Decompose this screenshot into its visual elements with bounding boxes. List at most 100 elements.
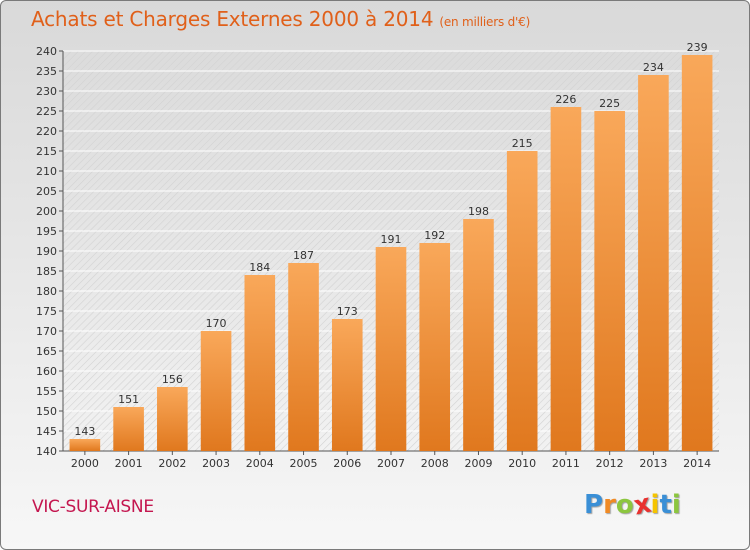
data-label: 170 xyxy=(206,317,227,330)
data-labels: 143 151 156 170 184 187 173 191 192 198 215 226 225 2… xyxy=(74,41,707,438)
logo-letter: o xyxy=(615,490,634,520)
bar-2009 xyxy=(463,219,494,451)
y-tick: 170 xyxy=(36,325,63,338)
x-tick: 2007 xyxy=(377,451,405,470)
bar-2003 xyxy=(200,331,232,451)
bar-2011 xyxy=(550,107,582,451)
y-tick-label: 220 xyxy=(36,125,57,138)
bar-2010 xyxy=(506,151,538,451)
x-tick: 2006 xyxy=(333,451,361,470)
y-tick-label: 175 xyxy=(36,305,57,318)
x-tick: 2009 xyxy=(464,451,492,470)
y-tick: 240 xyxy=(36,45,63,58)
x-tick: 2011 xyxy=(552,451,580,470)
chart-title-text: Achats et Charges Externes 2000 à 2014 xyxy=(31,7,434,31)
x-tick-label: 2006 xyxy=(333,457,361,470)
y-tick: 145 xyxy=(36,425,63,438)
logo-letter: i xyxy=(650,490,660,520)
y-tick-label: 240 xyxy=(36,45,57,58)
y-tick: 175 xyxy=(36,305,63,318)
x-tick: 2005 xyxy=(290,451,318,470)
y-tick-label: 200 xyxy=(36,205,57,218)
data-label: 234 xyxy=(643,61,664,74)
data-label: 143 xyxy=(74,425,95,438)
chart-title: Achats et Charges Externes 2000 à 2014 (e… xyxy=(31,7,530,31)
y-tick-label: 150 xyxy=(36,405,57,418)
y-tick-label: 155 xyxy=(36,385,57,398)
bars xyxy=(69,55,713,451)
x-tick: 2000 xyxy=(71,451,99,470)
y-tick-label: 160 xyxy=(36,365,57,378)
x-tick-label: 2014 xyxy=(683,457,711,470)
x-tick-label: 2013 xyxy=(639,457,667,470)
x-tick: 2010 xyxy=(508,451,536,470)
x-tick: 2001 xyxy=(115,451,143,470)
y-tick: 215 xyxy=(36,145,63,158)
x-tick-label: 2011 xyxy=(552,457,580,470)
data-label: 151 xyxy=(118,393,139,406)
x-tick: 2014 xyxy=(683,451,711,470)
y-tick: 180 xyxy=(36,285,63,298)
bar-2014 xyxy=(681,55,713,451)
data-label: 225 xyxy=(599,97,620,110)
bar-2001 xyxy=(113,407,144,451)
y-tick-label: 185 xyxy=(36,265,57,278)
y-tick: 150 xyxy=(36,405,63,418)
data-label: 239 xyxy=(687,41,708,54)
bar-2004 xyxy=(244,275,276,451)
data-label: 192 xyxy=(424,229,445,242)
y-tick: 220 xyxy=(36,125,63,138)
x-tick-label: 2008 xyxy=(421,457,449,470)
data-label: 191 xyxy=(381,233,402,246)
logo-letter: P xyxy=(584,490,604,520)
y-tick: 190 xyxy=(36,245,63,258)
x-tick-label: 2003 xyxy=(202,457,230,470)
x-tick-label: 2000 xyxy=(71,457,99,470)
data-label: 198 xyxy=(468,205,489,218)
data-label: 226 xyxy=(555,93,576,106)
y-tick-label: 225 xyxy=(36,105,57,118)
logo-letter: r xyxy=(603,490,616,520)
logo-letter: i xyxy=(671,490,681,520)
x-tick-label: 2009 xyxy=(464,457,492,470)
y-tick: 210 xyxy=(36,165,63,178)
y-tick: 195 xyxy=(36,225,63,238)
bar-2000 xyxy=(69,439,101,451)
y-tick: 225 xyxy=(36,105,63,118)
y-tick-label: 165 xyxy=(36,345,57,358)
x-tick-label: 2012 xyxy=(596,457,624,470)
bar-2012 xyxy=(594,111,625,451)
y-tick-label: 210 xyxy=(36,165,57,178)
y-tick-label: 140 xyxy=(36,445,57,458)
x-tick: 2008 xyxy=(421,451,449,470)
logo-letter: t xyxy=(659,490,672,520)
chart-subtitle: (en milliers d'€) xyxy=(439,15,531,29)
y-tick: 205 xyxy=(36,185,63,198)
y-tick-label: 170 xyxy=(36,325,57,338)
commune-name: VIC-SUR-AISNE xyxy=(32,497,154,517)
y-tick-label: 235 xyxy=(36,65,57,78)
y-tick-label: 145 xyxy=(36,425,57,438)
x-tick-label: 2010 xyxy=(508,457,536,470)
data-label: 173 xyxy=(337,305,358,318)
y-tick-label: 180 xyxy=(36,285,57,298)
y-tick: 165 xyxy=(36,345,63,358)
axes: 1401451501551601651701751801851901952002… xyxy=(36,45,719,470)
data-label: 184 xyxy=(249,261,270,274)
x-tick-label: 2004 xyxy=(246,457,274,470)
x-tick: 2013 xyxy=(639,451,667,470)
y-tick-label: 190 xyxy=(36,245,57,258)
y-tick: 155 xyxy=(36,385,63,398)
x-tick: 2003 xyxy=(202,451,230,470)
proxiti-logo: Proxiti xyxy=(584,489,681,522)
bar-2006 xyxy=(331,319,363,451)
y-tick-label: 195 xyxy=(36,225,57,238)
x-tick: 2002 xyxy=(158,451,186,470)
bar-2008 xyxy=(419,243,451,451)
x-tick-label: 2001 xyxy=(115,457,143,470)
x-tick-label: 2005 xyxy=(290,457,318,470)
bar-2013 xyxy=(638,75,669,451)
bar-2005 xyxy=(288,263,319,451)
